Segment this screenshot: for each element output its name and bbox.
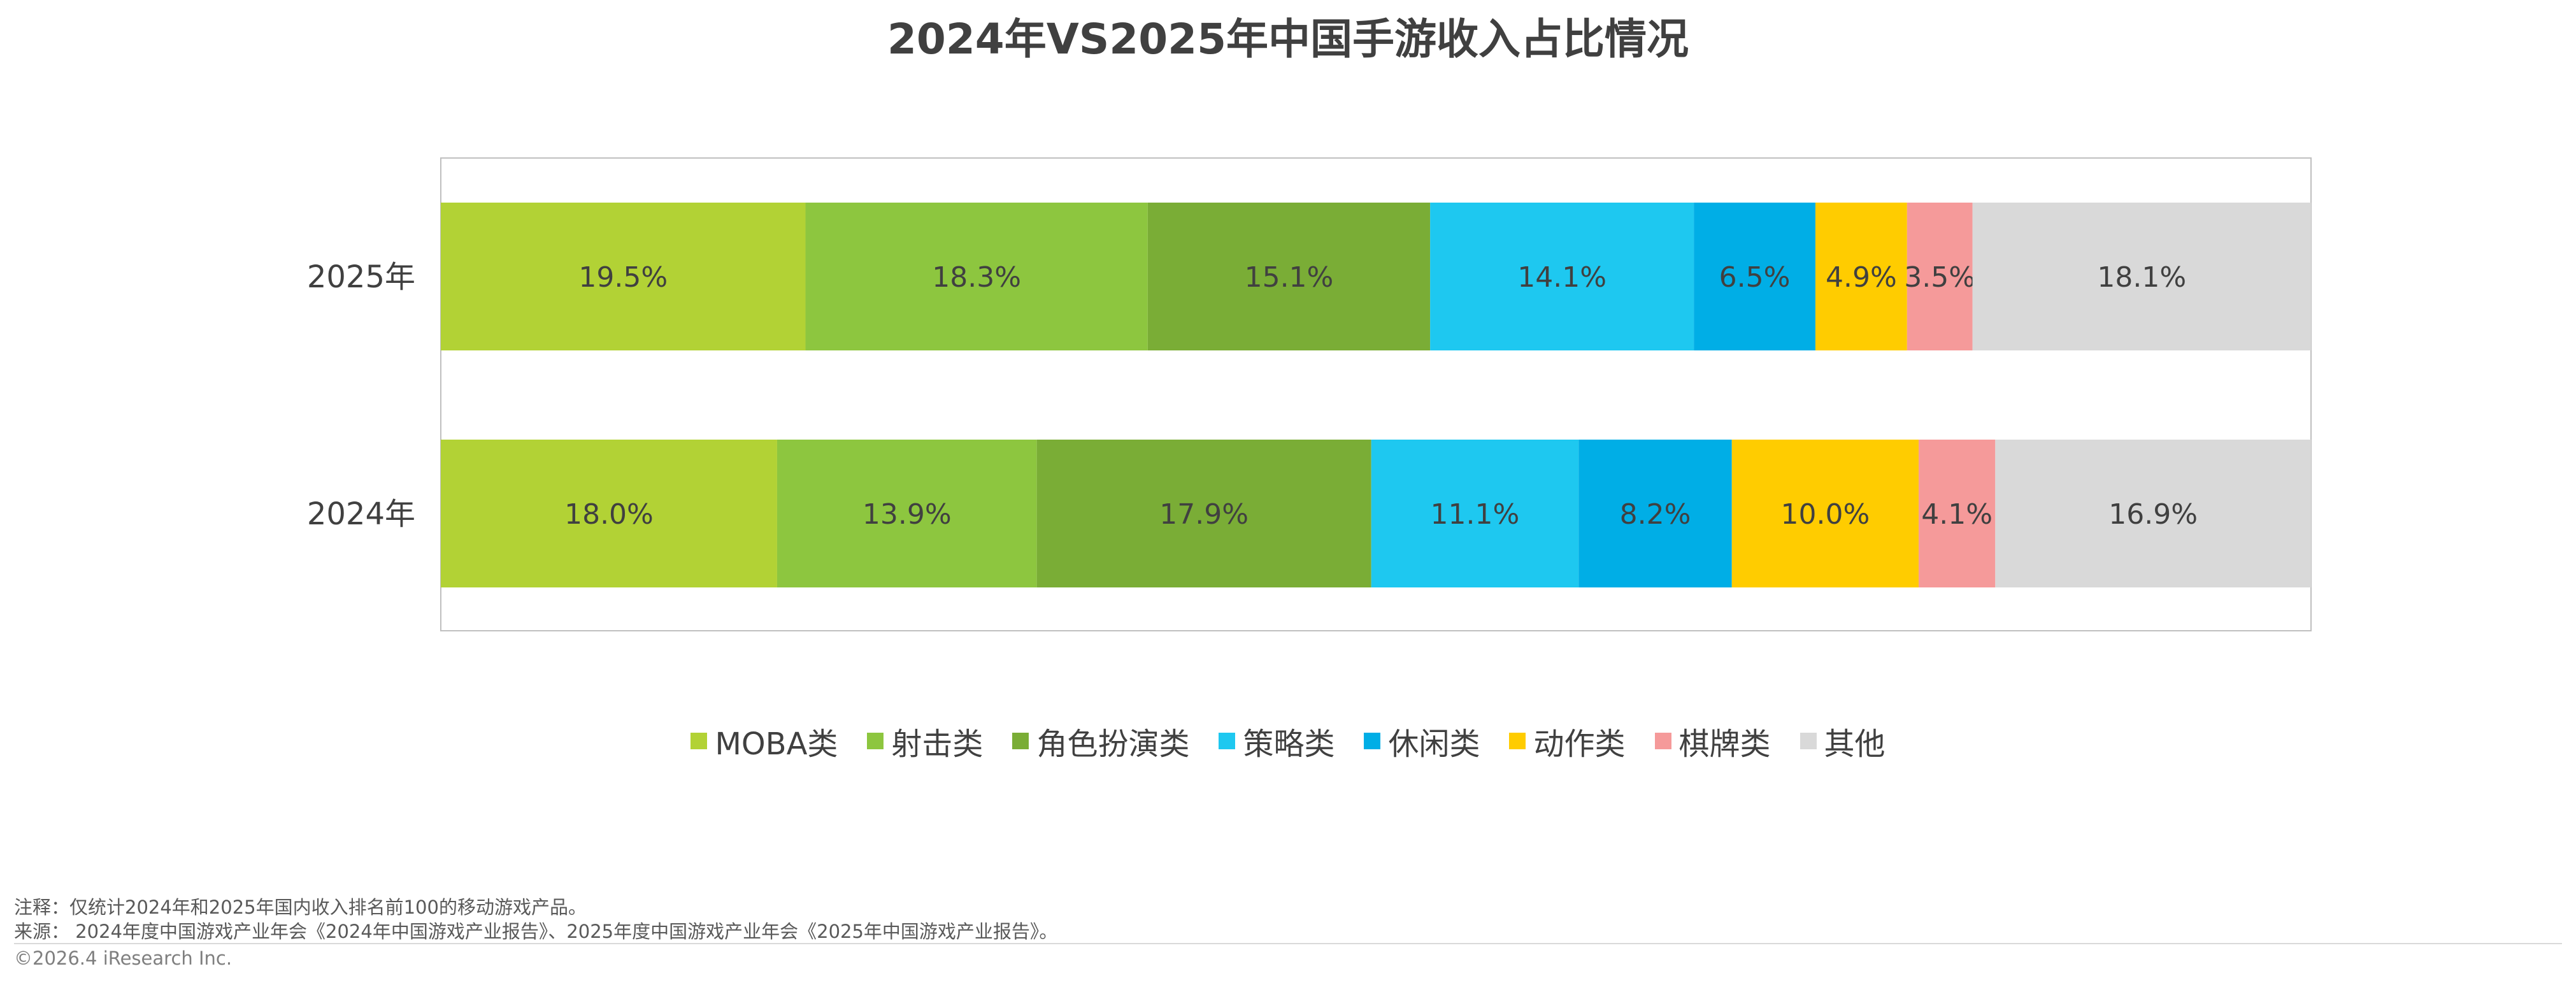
legend-item: 角色扮演类 bbox=[1012, 719, 1189, 763]
legend-swatch bbox=[1364, 733, 1381, 749]
legend-item: 休闲类 bbox=[1364, 719, 1480, 763]
legend-label: 射击类 bbox=[891, 726, 984, 762]
legend-item: 其他 bbox=[1800, 719, 1885, 763]
category-label: 2024年 bbox=[307, 496, 415, 532]
footnote-note: 注释：仅统计2024年和2025年国内收入排名前100的移动游戏产品。 bbox=[14, 896, 587, 918]
bar-segment bbox=[1578, 440, 1732, 587]
data-label: 11.1% bbox=[1431, 498, 1520, 531]
data-label: 10.0% bbox=[1781, 498, 1870, 531]
legend-label: 策略类 bbox=[1243, 726, 1335, 762]
legend-swatch bbox=[1654, 733, 1671, 749]
bar-segment bbox=[1694, 203, 1815, 350]
category-label: 2025年 bbox=[307, 259, 415, 295]
legend-item: 射击类 bbox=[867, 719, 983, 763]
bar-segment bbox=[805, 203, 1148, 350]
data-label: 18.3% bbox=[932, 261, 1021, 294]
legend-label: 动作类 bbox=[1533, 726, 1626, 762]
legend-swatch bbox=[1800, 733, 1817, 749]
bar-segment bbox=[441, 440, 777, 587]
footnote-source: 来源： 2024年度中国游戏产业年会《2024年中国游戏产业报告》、2025年度… bbox=[14, 921, 1058, 942]
data-label: 6.5% bbox=[1719, 261, 1791, 294]
legend-swatch bbox=[691, 733, 708, 749]
plot-area-frame bbox=[440, 157, 2312, 631]
data-label: 15.1% bbox=[1245, 261, 1334, 294]
bar-segment bbox=[1907, 203, 1973, 350]
legend-label: 角色扮演类 bbox=[1036, 726, 1190, 762]
data-label: 8.2% bbox=[1620, 498, 1691, 531]
legend-swatch bbox=[1219, 733, 1236, 749]
data-label: 4.1% bbox=[1921, 498, 1993, 531]
footnote-copyright: ©2026.4 iResearch Inc. bbox=[14, 947, 233, 969]
legend-swatch bbox=[1509, 733, 1526, 749]
data-label: 17.9% bbox=[1159, 498, 1249, 531]
legend-item: 策略类 bbox=[1219, 719, 1335, 763]
legend-label: 棋牌类 bbox=[1678, 726, 1771, 762]
legend-item: 动作类 bbox=[1509, 719, 1626, 763]
bar-segment bbox=[1371, 440, 1579, 587]
bar-segment bbox=[441, 203, 806, 350]
legend-item: 棋牌类 bbox=[1654, 719, 1771, 763]
bar-segment bbox=[1919, 440, 1996, 587]
bar-segment bbox=[1995, 440, 2311, 587]
bar-segment bbox=[776, 440, 1037, 587]
legend-item: MOBA类 bbox=[691, 719, 838, 763]
chart-legend: MOBA类 射击类 角色扮演类 策略类 休闲类 动作类 棋牌类 其他 bbox=[0, 719, 2576, 763]
footer-divider bbox=[14, 943, 2562, 944]
bar-segment bbox=[1147, 203, 1431, 350]
data-label: 14.1% bbox=[1517, 261, 1606, 294]
data-label: 3.5% bbox=[1904, 261, 1975, 294]
legend-label: 休闲类 bbox=[1388, 726, 1480, 762]
data-label: 18.1% bbox=[2097, 261, 2186, 294]
bar-segment bbox=[1036, 440, 1371, 587]
data-label: 16.9% bbox=[2108, 498, 2198, 531]
bar-segment bbox=[1430, 203, 1694, 350]
data-label: 18.0% bbox=[564, 498, 654, 531]
legend-label: MOBA类 bbox=[715, 726, 838, 762]
data-label: 13.9% bbox=[862, 498, 952, 531]
data-label: 4.9% bbox=[1826, 261, 1897, 294]
legend-swatch bbox=[867, 733, 884, 749]
bar-segment bbox=[1972, 203, 2311, 350]
legend-swatch bbox=[1012, 733, 1029, 749]
data-label: 19.5% bbox=[578, 261, 668, 294]
bar-segment bbox=[1731, 440, 1919, 587]
chart-title: 2024年VS2025年中国手游收入占比情况 bbox=[887, 15, 1689, 64]
bar-segment bbox=[1815, 203, 1907, 350]
legend-label: 其他 bbox=[1824, 726, 1885, 762]
